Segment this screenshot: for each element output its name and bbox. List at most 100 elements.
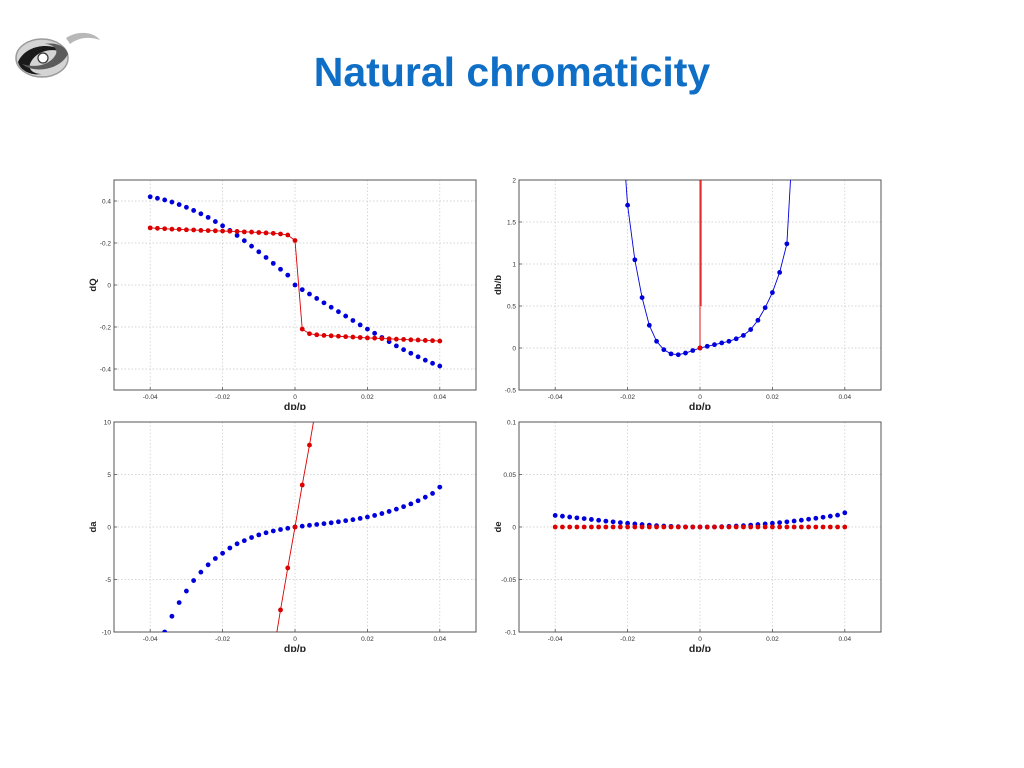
x-tick-label: 0 xyxy=(698,394,702,401)
y-tick-label: 0.4 xyxy=(102,198,111,205)
data-point xyxy=(422,357,428,363)
data-point xyxy=(654,524,659,530)
data-point xyxy=(205,228,211,234)
data-point xyxy=(292,524,298,530)
data-point xyxy=(249,535,254,540)
x-tick-label: -0.02 xyxy=(215,636,230,643)
data-point xyxy=(617,524,623,530)
data-point xyxy=(675,524,681,530)
data-point xyxy=(704,524,710,530)
data-point xyxy=(212,556,218,561)
data-point xyxy=(350,334,356,340)
chart-dq: -0.04 -0.02 0 0.02 0.04 -0.4 -0.2 0 -0.2 0.4 dp/p d… xyxy=(88,179,477,410)
data-point xyxy=(343,518,349,524)
data-point xyxy=(806,524,811,530)
data-point xyxy=(625,520,630,526)
data-point xyxy=(321,333,327,338)
data-point xyxy=(184,588,189,594)
data-point xyxy=(241,229,247,235)
data-point xyxy=(184,204,189,210)
data-point xyxy=(401,336,406,342)
data-point xyxy=(321,300,327,306)
x-tick-label: 0.02 xyxy=(361,636,374,643)
data-point xyxy=(581,516,587,521)
data-point xyxy=(278,231,283,237)
data-point xyxy=(321,521,327,527)
data-point xyxy=(343,334,349,340)
data-point xyxy=(567,524,573,530)
data-point xyxy=(408,350,414,356)
data-point xyxy=(336,519,341,525)
data-point xyxy=(285,232,291,238)
y-tick-label: -0.05 xyxy=(501,577,516,584)
data-point xyxy=(791,518,797,524)
data-point xyxy=(654,338,659,344)
data-point xyxy=(314,332,320,338)
data-point xyxy=(379,336,385,341)
data-point xyxy=(155,195,160,201)
chart-dq-panel: -0.04 -0.02 0 0.02 0.04 -0.4 -0.2 0 -0.2 0.4 dp/p d… xyxy=(84,178,482,410)
data-point xyxy=(191,227,197,233)
x-tick-label: 0.02 xyxy=(766,636,779,643)
data-point xyxy=(777,524,783,530)
chart-dbb: -0.04 -0.02 0 0.02 0.04 -0.5 0 0.5 1 1.5 2 dp/p db/b xyxy=(493,178,882,410)
data-point xyxy=(574,515,580,521)
data-point xyxy=(314,522,320,527)
series-red xyxy=(147,225,443,344)
data-point xyxy=(610,519,616,525)
series-blue xyxy=(625,202,790,358)
data-point xyxy=(697,345,703,351)
grid-lines xyxy=(114,180,476,390)
data-point xyxy=(770,524,775,530)
data-point xyxy=(227,228,233,234)
data-point xyxy=(205,214,211,220)
data-point xyxy=(249,243,254,249)
data-point xyxy=(777,270,783,275)
data-point xyxy=(169,226,175,232)
data-point xyxy=(617,520,623,525)
data-point xyxy=(162,629,168,632)
data-point xyxy=(560,513,565,519)
data-point xyxy=(372,335,378,341)
series-red xyxy=(552,524,848,530)
data-point xyxy=(639,295,645,300)
data-point xyxy=(755,524,761,530)
data-point xyxy=(560,524,565,530)
y-tick-label: 0 xyxy=(512,345,516,352)
x-tick-label: 0 xyxy=(293,636,297,643)
data-point xyxy=(256,230,262,235)
data-point xyxy=(770,520,775,526)
data-point xyxy=(668,524,674,530)
data-point xyxy=(169,613,175,619)
y-tick-label: -0.1 xyxy=(505,629,517,636)
data-point xyxy=(147,194,153,200)
data-point xyxy=(835,512,840,518)
data-point xyxy=(357,322,363,328)
data-point xyxy=(212,219,218,224)
data-point xyxy=(220,550,226,556)
data-point xyxy=(552,524,558,530)
series-red xyxy=(697,345,703,351)
data-point xyxy=(256,249,262,255)
data-point xyxy=(393,343,399,349)
y-tick-label: 0 xyxy=(107,282,111,289)
data-point xyxy=(314,296,320,301)
data-point xyxy=(690,348,696,353)
data-point xyxy=(393,506,399,512)
x-axis-label: dp/p xyxy=(284,643,306,652)
data-point xyxy=(379,511,385,516)
data-point xyxy=(263,530,269,536)
data-point xyxy=(270,528,276,534)
y-tick-label: -0.2 xyxy=(100,324,112,331)
data-point xyxy=(198,228,204,233)
data-point xyxy=(386,509,392,514)
data-point xyxy=(191,208,197,213)
data-point xyxy=(270,260,276,266)
y-axis-label: db/b xyxy=(493,275,504,295)
y-tick-label: -0.2 xyxy=(100,240,112,247)
data-point xyxy=(770,290,775,295)
data-point xyxy=(596,517,602,523)
data-point xyxy=(307,331,312,337)
data-point xyxy=(581,524,587,530)
x-tick-label: -0.04 xyxy=(143,636,158,643)
